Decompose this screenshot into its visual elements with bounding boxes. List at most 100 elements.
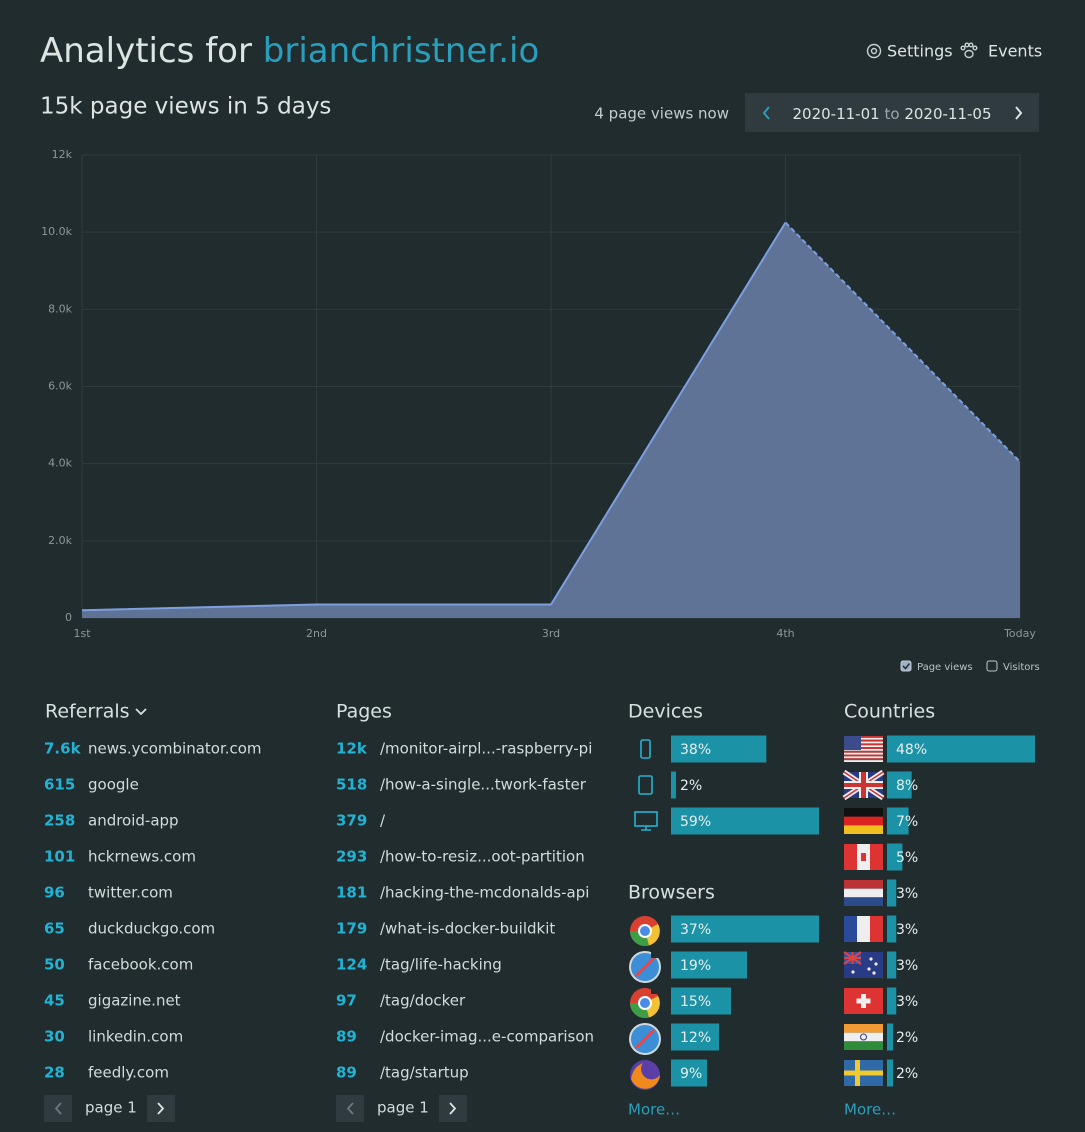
row-label[interactable]: news.ycombinator.com [88,740,262,758]
events-link[interactable]: Events [988,42,1042,61]
y-tick-label: 0 [65,611,72,624]
row-label[interactable]: feedly.com [88,1064,169,1082]
prev-arrow [54,1102,62,1115]
flag-part [844,752,883,755]
row-label[interactable]: /how-to-resiz...oot-partition [380,848,585,866]
row-label[interactable]: facebook.com [88,956,193,974]
row-label[interactable]: /tag/startup [380,1064,469,1082]
flag-part [844,808,883,817]
flag-part [844,741,883,744]
flag [844,1060,883,1086]
flag-part [844,754,883,757]
x-tick-label: Today [1003,627,1036,640]
flag-part [869,957,873,961]
row-label[interactable]: gigazine.net [88,992,181,1010]
y-tick-label: 8.0k [48,302,72,315]
flag [844,1024,883,1050]
flag-part [844,1041,883,1050]
browsers-more[interactable]: More… [628,1101,680,1119]
y-tick-label: 6.0k [48,380,72,393]
prev-range[interactable] [762,106,770,120]
row-label[interactable]: /tag/docker [380,992,466,1010]
share-bar [887,1023,894,1051]
pages-heading: Pages [336,701,392,723]
legend-checkbox[interactable] [900,660,912,672]
share-bar [671,771,677,799]
devices-heading: Devices [628,701,703,723]
row-label[interactable]: android-app [88,812,179,830]
settings-link[interactable]: Settings [887,42,953,61]
prev-page[interactable] [336,1095,364,1122]
row-count: 181 [336,884,367,902]
row-label[interactable]: /tag/life-hacking [380,956,502,974]
flag-part [844,758,883,761]
share-bar [671,915,819,943]
row-label[interactable]: /monitor-airpl...-raspberry-pi [380,740,592,758]
flag-part [844,736,883,738]
browser-icon [630,1060,660,1090]
row-count: 293 [336,848,367,866]
site-link[interactable]: brianchristner.io [263,31,539,71]
row-label[interactable]: /hacking-the-mcdonalds-api [380,884,589,902]
row-count: 97 [336,992,357,1010]
row-count: 96 [44,884,65,902]
next-page[interactable] [147,1095,175,1122]
share-bar [887,807,909,835]
countries-more[interactable]: More… [844,1101,896,1119]
row-count: 45 [44,992,65,1010]
flag-part [844,739,883,742]
row-label[interactable]: twitter.com [88,884,173,902]
flag [842,769,885,801]
next-range[interactable] [1015,106,1023,120]
flag-part [844,844,857,870]
row-label[interactable]: / [380,812,386,830]
flag-part [844,1024,883,1033]
y-tick-label: 12k [52,148,73,161]
prev-arrow [346,1102,354,1115]
events-icon[interactable] [960,42,978,59]
x-tick-label: 4th [776,627,794,640]
share-bar [671,807,819,835]
legend-label: Visitors [1003,662,1040,673]
flag-part [844,756,883,759]
range-end: 2020-11-05 [904,105,991,123]
legend-checkbox[interactable] [986,660,998,672]
mobile-badge [651,949,661,958]
flag-part [844,736,861,750]
row-label[interactable]: /docker-imag...e-comparison [380,1028,594,1046]
share-bar [887,879,897,907]
row-label[interactable]: duckduckgo.com [88,920,215,938]
row-count: 89 [336,1064,357,1082]
browser-icon [629,916,660,947]
next-arrow [157,1102,165,1115]
row-label[interactable]: /what-is-docker-buildkit [380,920,555,938]
share-bar [671,735,767,763]
flag-part [867,967,871,971]
flag-part [843,951,862,965]
date-range[interactable]: 2020-11-01 to 2020-11-05 [793,105,992,123]
flag-part [844,747,883,749]
settings-icon[interactable] [866,43,882,59]
referrals-heading[interactable]: Referrals [45,701,130,723]
row-count: 89 [336,1028,357,1046]
flag [844,880,883,906]
row-label[interactable]: linkedin.com [88,1028,183,1046]
flag-part [872,971,876,975]
share-bar [887,987,897,1015]
row-count: 518 [336,776,367,794]
row-label[interactable]: /how-a-single...twork-faster [380,776,587,794]
range-start: 2020-11-01 [793,105,880,123]
referrals-dropdown[interactable] [135,708,147,716]
share-bar [887,1059,894,1087]
prev-page[interactable] [44,1095,72,1122]
row-label[interactable]: hckrnews.com [88,848,196,866]
device-icon [638,775,653,795]
share-bar [887,843,903,871]
row-label[interactable]: google [88,776,139,794]
fox [631,1063,660,1089]
flag-part [861,853,866,861]
next-page[interactable] [439,1095,467,1122]
flag-part [844,750,883,753]
date-picker [745,93,1039,132]
